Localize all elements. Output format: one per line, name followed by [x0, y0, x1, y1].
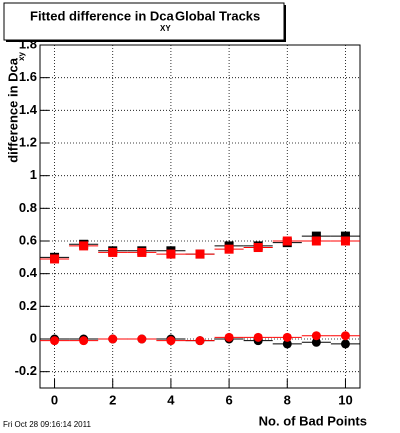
marker	[224, 244, 234, 254]
marker	[50, 336, 60, 346]
marker	[137, 247, 147, 257]
marker	[340, 231, 350, 241]
timestamp: Fri Oct 28 09:16:14 2011	[3, 420, 91, 429]
marker	[195, 249, 205, 259]
marker	[253, 332, 263, 342]
marker	[224, 332, 234, 342]
y-tick-label: 1	[30, 167, 37, 182]
y-tick-label: 0.4	[19, 265, 38, 280]
x-tick-label: 10	[338, 392, 352, 407]
marker	[282, 332, 292, 342]
marker	[282, 236, 292, 246]
y-tick-label: -0.2	[15, 363, 37, 378]
marker	[108, 334, 118, 344]
y-tick-label: 1.6	[19, 69, 37, 84]
marker	[311, 331, 321, 341]
marker	[340, 236, 350, 246]
title-box	[3, 2, 285, 41]
title-subscript: XY	[160, 24, 171, 33]
marker	[282, 339, 292, 349]
y-tick-label: 1.2	[19, 134, 37, 149]
y-tick-label: 1.4	[19, 102, 38, 117]
y-tick-label: 0.6	[19, 232, 37, 247]
marker	[50, 254, 60, 264]
x-axis-title: No. of Bad Points	[259, 413, 367, 428]
x-tick-label: 6	[225, 392, 232, 407]
marker	[108, 247, 118, 257]
marker	[79, 241, 89, 251]
marker	[79, 336, 89, 346]
y-tick-label: 0	[30, 330, 37, 345]
x-tick-label: 4	[167, 392, 175, 407]
marker	[137, 334, 147, 344]
y-tick-label: 0.2	[19, 298, 37, 313]
y-tick-label: 1.8	[19, 36, 37, 51]
marker	[340, 331, 350, 341]
x-tick-label: 8	[284, 392, 291, 407]
marker	[311, 236, 321, 246]
y-tick-label: 0.8	[19, 200, 37, 215]
marker	[166, 336, 176, 346]
y-axis-title-subscript: xy	[17, 51, 26, 60]
chart-title: Fitted difference in Dca	[30, 8, 175, 23]
y-axis-title: difference in Dca	[5, 57, 20, 163]
title-suffix: Global Tracks	[175, 8, 260, 23]
marker	[311, 231, 321, 241]
marker	[195, 336, 205, 346]
x-tick-label: 0	[51, 392, 58, 407]
marker	[166, 249, 176, 259]
marker	[253, 243, 263, 253]
x-tick-label: 2	[109, 392, 116, 407]
marker	[340, 339, 350, 349]
marker	[311, 337, 321, 347]
